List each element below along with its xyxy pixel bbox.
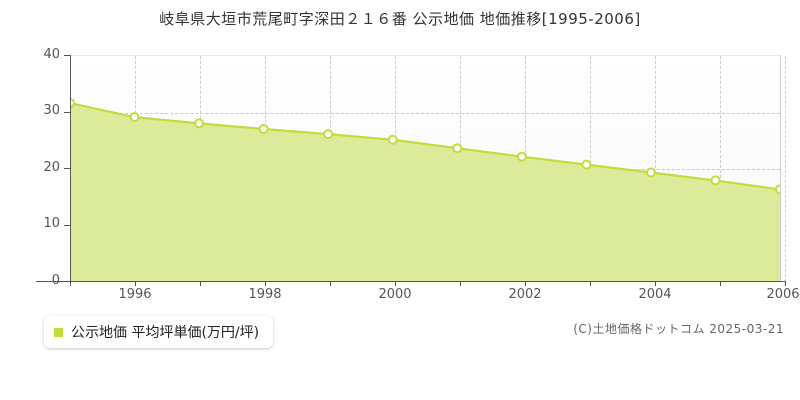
x-tick-label-1998: 1998 (248, 287, 282, 302)
y-tick-label-0: 0 (51, 273, 60, 288)
chart-legend[interactable]: 公示地価 平均坪単価(万円/坪) (44, 316, 274, 348)
x-tick-mark-2005 (720, 281, 721, 286)
x-tick-label-2004: 2004 (638, 287, 672, 302)
x-tick-mark-1998 (265, 281, 266, 286)
data-point-2002[interactable] (516, 151, 527, 162)
y-tick-mark-20 (64, 168, 70, 169)
data-point-1999[interactable] (323, 129, 334, 140)
legend-item-label: 公示地価 平均坪単価(万円/坪) (71, 325, 260, 341)
y-tick-label-30: 30 (43, 103, 60, 118)
data-point-2000[interactable] (387, 134, 398, 145)
series-fill-polygon (70, 103, 780, 281)
data-point-2005[interactable] (710, 175, 721, 186)
x-tick-label-2000: 2000 (378, 287, 412, 302)
chart-title: 岐阜県大垣市荒尾町字深田２１６番 公示地価 地価推移[1995-2006] (159, 10, 641, 28)
x-axis-line (36, 281, 786, 282)
y-tick-label-40: 40 (43, 47, 60, 62)
copyright-credit: (C)土地価格ドットコム 2025-03-21 (573, 322, 784, 336)
x-tick-mark-2000 (395, 281, 396, 286)
y-tick-mark-10 (64, 224, 70, 226)
x-tick-mark-1995 (70, 281, 71, 286)
y-tick-mark-0 (64, 281, 70, 282)
data-point-2006[interactable] (775, 184, 780, 195)
gridline-x-2004 (655, 56, 656, 282)
x-tick-label-2006: 2006 (766, 287, 800, 302)
y-tick-mark-30 (64, 111, 70, 113)
x-tick-mark-2003 (590, 281, 591, 286)
x-tick-label-1996: 1996 (118, 287, 152, 302)
gridline-x-2005 (720, 56, 721, 282)
x-tick-mark-2001 (460, 281, 461, 286)
x-tick-mark-1997 (200, 281, 201, 286)
series-line (70, 101, 780, 191)
x-tick-mark-1996 (135, 281, 136, 286)
y-tick-mark-40 (64, 55, 70, 56)
x-tick-label-2002: 2002 (508, 287, 542, 302)
data-point-1996[interactable] (129, 112, 140, 123)
y-tick-label-20: 20 (43, 160, 60, 175)
data-point-1998[interactable] (258, 124, 269, 135)
series-area-公示地価 (70, 98, 780, 281)
x-tick-mark-2002 (525, 281, 526, 286)
data-point-2004[interactable] (645, 167, 656, 178)
data-point-1997[interactable] (194, 118, 205, 129)
gridline-x-2006 (785, 56, 786, 282)
y-tick-label-10: 10 (43, 216, 60, 231)
data-point-2003[interactable] (581, 159, 592, 170)
y-axis-line (70, 55, 71, 281)
x-tick-mark-2004 (655, 281, 656, 286)
gridline-y-30 (70, 112, 780, 114)
x-tick-mark-1999 (330, 281, 331, 286)
data-point-2001[interactable] (452, 143, 463, 154)
x-tick-mark-2006 (785, 281, 786, 286)
legend-color-swatch (54, 327, 63, 337)
series-markers (70, 98, 780, 195)
